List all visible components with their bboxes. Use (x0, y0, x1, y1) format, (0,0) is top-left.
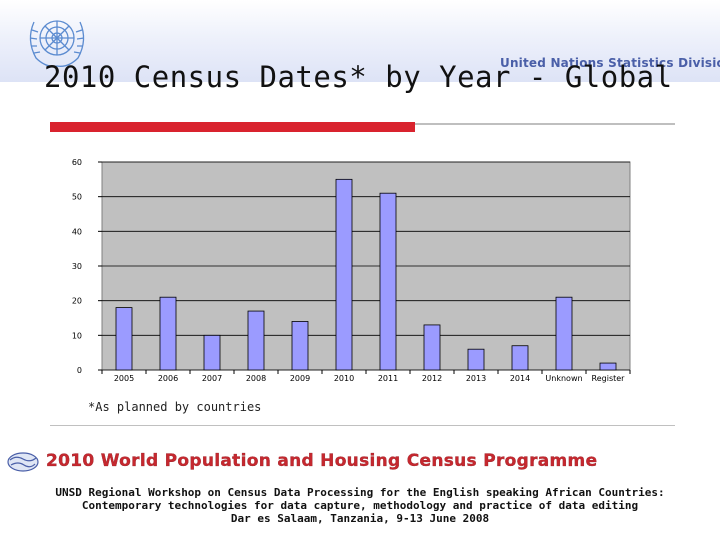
banner-title: 2010 World Population and Housing Census… (46, 451, 598, 471)
x-tick-label: 2010 (334, 374, 354, 383)
bar-register (599, 362, 617, 371)
y-tick-label: 30 (72, 262, 82, 271)
bar-2012 (423, 324, 441, 371)
bar-2006 (159, 296, 177, 371)
footer-divider (50, 425, 675, 426)
y-tick-label: 60 (72, 158, 82, 167)
y-tick-label: 0 (77, 366, 82, 375)
bar-2007 (203, 334, 221, 371)
bar-2010 (335, 178, 353, 371)
footer-line-1: UNSD Regional Workshop on Census Data Pr… (55, 486, 665, 499)
x-tick-label: Unknown (545, 374, 582, 383)
chart-footnote: *As planned by countries (88, 400, 262, 414)
bar-2011 (379, 192, 397, 371)
census-programme-banner: 2010 World Population and Housing Census… (6, 449, 678, 475)
bar-2013 (467, 348, 485, 371)
title-accent-bar (50, 122, 415, 132)
footer-line-2: Contemporary technologies for data captu… (81, 499, 639, 512)
x-tick-label: 2006 (158, 374, 178, 383)
bar-2009 (291, 321, 309, 371)
x-tick-label: Register (592, 374, 626, 383)
x-tick-label: 2014 (510, 374, 530, 383)
bar-2014 (511, 345, 529, 371)
x-tick-label: 2013 (466, 374, 486, 383)
x-tick-label: 2007 (202, 374, 222, 383)
x-tick-label: 2012 (422, 374, 442, 383)
un-emblem-icon (29, 20, 85, 67)
y-tick-label: 50 (72, 193, 82, 202)
bar-2008 (247, 310, 265, 371)
bar-2005 (115, 307, 133, 371)
bar-chart: 0 10 20 30 40 50 60 2005 2006 2007 2008 2009 2010 201… (72, 158, 631, 383)
y-tick-label: 20 (72, 297, 82, 306)
x-tick-label: 2011 (378, 374, 398, 383)
bar-unknown (555, 296, 573, 371)
division-label: United Nations Statistics Division (500, 56, 720, 70)
chart-container: 0 10 20 30 40 50 60 2005 2006 2007 2008 2009 2010 201… (66, 140, 660, 392)
globe-logo-icon (7, 452, 39, 472)
x-tick-label: 2009 (290, 374, 310, 383)
x-tick-label: 2005 (114, 374, 134, 383)
header-band (0, 0, 720, 82)
footer: UNSD Regional Workshop on Census Data Pr… (0, 486, 720, 525)
y-tick-label: 40 (72, 227, 82, 236)
footer-line-3: Dar es Salaam, Tanzania, 9-13 June 2008 (230, 512, 490, 525)
page-title: 2010 Census Dates* by Year - Global (44, 60, 673, 94)
y-tick-label: 10 (72, 331, 82, 340)
x-tick-label: 2008 (246, 374, 266, 383)
